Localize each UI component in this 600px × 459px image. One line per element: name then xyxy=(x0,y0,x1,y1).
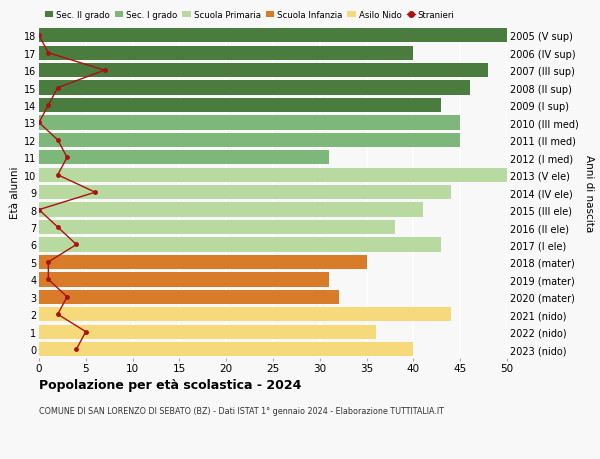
Bar xyxy=(39,134,460,148)
Legend: Sec. II grado, Sec. I grado, Scuola Primaria, Scuola Infanzia, Asilo Nido, Stran: Sec. II grado, Sec. I grado, Scuola Prim… xyxy=(44,11,455,20)
Bar xyxy=(39,238,442,252)
Bar xyxy=(39,220,395,235)
Bar xyxy=(39,151,329,165)
Bar xyxy=(39,168,507,183)
Bar xyxy=(39,325,376,339)
Y-axis label: Età alunni: Età alunni xyxy=(10,167,20,219)
Bar xyxy=(39,290,338,304)
Bar xyxy=(39,46,413,61)
Bar xyxy=(39,273,329,287)
Bar xyxy=(39,116,460,130)
Y-axis label: Anni di nascita: Anni di nascita xyxy=(584,154,594,231)
Bar xyxy=(39,81,470,95)
Text: COMUNE DI SAN LORENZO DI SEBATO (BZ) - Dati ISTAT 1° gennaio 2024 - Elaborazione: COMUNE DI SAN LORENZO DI SEBATO (BZ) - D… xyxy=(39,406,444,415)
Bar xyxy=(39,64,488,78)
Bar xyxy=(39,308,451,322)
Bar xyxy=(39,29,507,43)
Bar xyxy=(39,255,367,269)
Bar xyxy=(39,99,442,113)
Text: Popolazione per età scolastica - 2024: Popolazione per età scolastica - 2024 xyxy=(39,379,301,392)
Bar xyxy=(39,203,423,217)
Bar xyxy=(39,342,413,357)
Bar xyxy=(39,185,451,200)
